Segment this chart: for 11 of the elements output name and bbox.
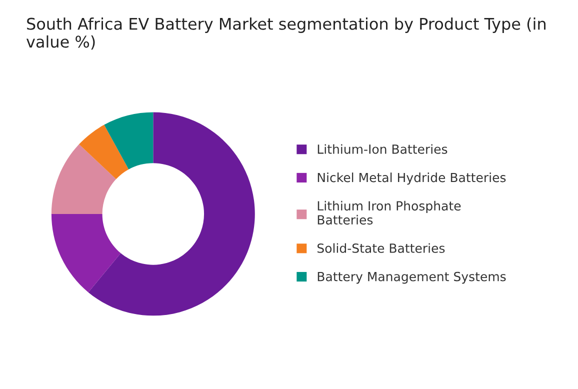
donut-slice — [88, 112, 255, 316]
legend-label: Nickel Metal Hydride Batteries — [318, 172, 506, 185]
legend-label: Lithium-Ion Batteries — [318, 144, 448, 154]
donut-slice — [51, 214, 121, 292]
donut-slice — [79, 124, 129, 180]
chart-title: South Africa EV Battery Market segmentation by Product Type (in value %) — [26, 18, 546, 50]
legend-label: Battery Management Systems — [318, 272, 506, 284]
donut-slice — [51, 144, 116, 214]
legend-label: Solid-State Batteries — [317, 243, 445, 253]
legend-label: Lithium Iron Phosphate Batteries — [318, 200, 461, 225]
donut-slice — [104, 112, 154, 170]
